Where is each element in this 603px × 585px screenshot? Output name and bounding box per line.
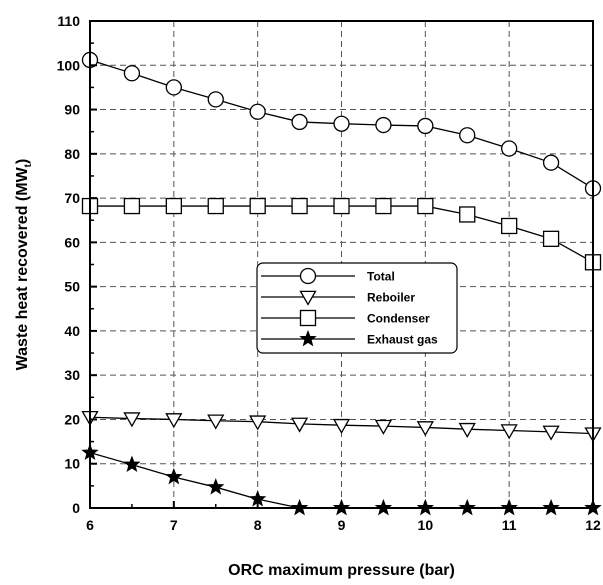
legend-marker	[299, 329, 317, 347]
data-point	[501, 217, 518, 235]
y-tick-label: 70	[64, 190, 80, 206]
y-tick-label: 100	[57, 57, 81, 73]
series-total	[81, 51, 602, 197]
data-point	[374, 419, 393, 435]
data-point	[542, 425, 560, 441]
y-tick-label: 50	[64, 279, 80, 295]
legend-item: Exhaust gas	[261, 329, 438, 347]
legend-label: Exhaust gas	[367, 333, 438, 347]
y-axis-title-main: Waste heat recovered (MW	[14, 166, 31, 370]
legend-marker	[299, 267, 317, 285]
legend-marker	[299, 290, 317, 306]
data-point	[123, 197, 141, 215]
legend-label: Total	[367, 270, 395, 284]
ticks: 6 7 8 9 10 11 12 0 10 20 30 40 50 60 70 80 90 100 110	[57, 13, 601, 533]
data-point	[165, 197, 182, 215]
data-point	[417, 117, 434, 135]
data-point	[542, 154, 560, 171]
x-tick-label: 10	[418, 517, 434, 533]
y-axis-title-subscript: t	[23, 163, 34, 167]
data-point	[542, 230, 560, 247]
data-point	[207, 478, 225, 495]
y-tick-label: 40	[64, 323, 80, 339]
data-point	[207, 197, 224, 215]
data-point	[165, 79, 182, 96]
y-axis-title-end: )	[14, 159, 31, 164]
legend-box	[256, 262, 458, 354]
y-tick-label: 60	[64, 234, 80, 250]
y-tick-label: 90	[64, 102, 80, 118]
data-point	[207, 414, 225, 430]
x-tick-label: 9	[338, 517, 346, 533]
data-point	[333, 197, 350, 215]
y-tick-label: 0	[72, 500, 80, 516]
data-point	[291, 197, 308, 215]
legend-label: Reboiler	[367, 291, 415, 305]
data-point	[249, 103, 266, 120]
data-point	[165, 413, 183, 429]
y-tick-label: 80	[64, 146, 80, 162]
data-point	[332, 418, 351, 435]
data-point	[249, 415, 267, 431]
x-axis-title: ORC maximum pressure (bar)	[228, 562, 455, 579]
data-point	[123, 65, 141, 82]
data-point	[333, 115, 350, 132]
data-point	[290, 417, 309, 433]
data-point	[165, 467, 183, 485]
data-point	[459, 127, 476, 144]
y-axis-title: Waste heat recovered (MWt)	[14, 159, 34, 371]
legend-item: Reboiler	[261, 290, 415, 306]
y-tick-label: 10	[64, 456, 80, 472]
x-tick-label: 11	[502, 517, 517, 533]
data-point	[249, 197, 266, 215]
data-point	[123, 412, 141, 428]
series-condenser	[81, 197, 602, 271]
y-tick-label: 20	[64, 411, 80, 427]
data-point	[500, 424, 518, 440]
legend-item: Total	[261, 267, 395, 285]
legend-marker	[299, 309, 317, 327]
legend: Total Reboiler Condenser Exhaust gas	[256, 262, 458, 354]
data-point	[416, 421, 434, 437]
y-tick-label: 110	[57, 13, 80, 29]
data-point	[501, 140, 518, 157]
x-tick-label: 6	[86, 517, 94, 533]
x-tick-label: 12	[585, 517, 601, 533]
legend-label: Condenser	[367, 312, 430, 326]
data-point	[291, 113, 308, 131]
data-point	[207, 91, 224, 108]
data-point	[459, 206, 476, 223]
legend-item: Condenser	[261, 309, 430, 327]
data-point	[417, 197, 434, 215]
x-tick-label: 7	[170, 517, 178, 533]
data-point	[458, 422, 476, 439]
x-tick-label: 8	[254, 517, 262, 533]
data-point	[375, 116, 392, 134]
data-point	[375, 197, 392, 215]
data-point	[123, 455, 141, 472]
y-tick-label: 30	[64, 367, 80, 383]
